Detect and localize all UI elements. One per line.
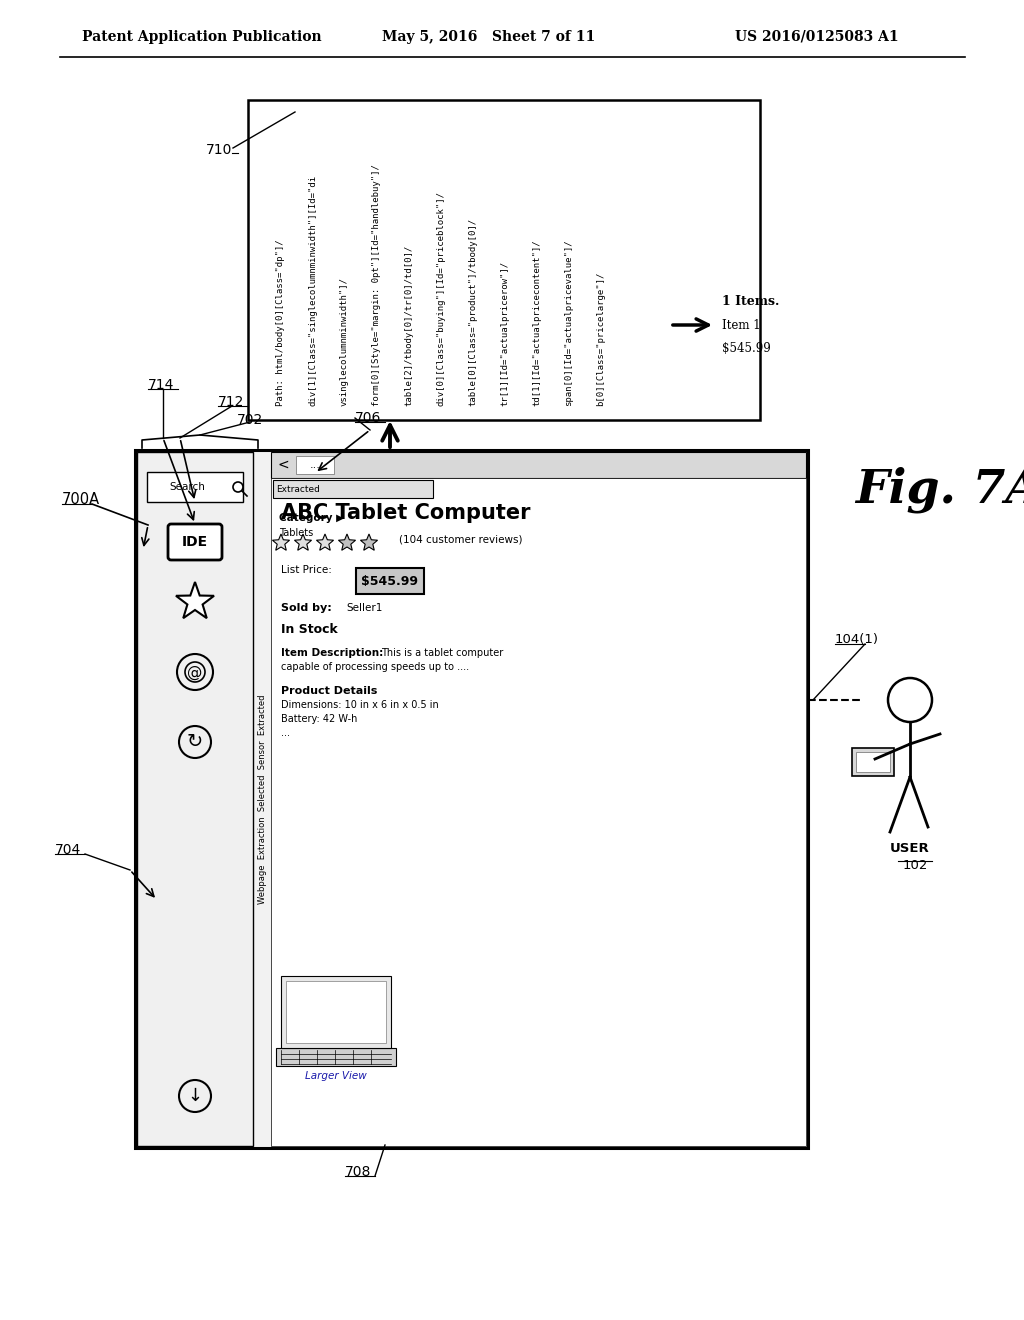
Text: Webpage  Extraction  Selected  Sensor  Extracted: Webpage Extraction Selected Sensor Extra…	[258, 694, 267, 904]
Bar	[271, 451, 806, 478]
Text: capable of processing speeds up to ....: capable of processing speeds up to ....	[281, 663, 469, 672]
Text: Battery: 42 W-h: Battery: 42 W-h	[281, 714, 357, 723]
Text: Fig. 7A: Fig. 7A	[855, 467, 1024, 513]
Text: Path: html/body[0][Class="dp"]/: Path: html/body[0][Class="dp"]/	[276, 239, 285, 407]
Text: $545.99: $545.99	[722, 342, 771, 355]
Text: Item Description:: Item Description:	[281, 648, 383, 657]
Text: IDE: IDE	[182, 535, 208, 549]
Text: 706: 706	[355, 411, 381, 425]
Polygon shape	[339, 535, 355, 550]
Text: div[0][Class="buying"][Id="priceblock"]/: div[0][Class="buying"][Id="priceblock"]/	[436, 191, 445, 407]
Text: Product Details: Product Details	[281, 686, 378, 696]
Text: Extracted: Extracted	[276, 484, 319, 494]
Text: Search: Search	[169, 482, 205, 492]
Text: Patent Application Publication: Patent Application Publication	[82, 30, 322, 44]
Text: Item 1: Item 1	[722, 319, 761, 333]
Text: 710: 710	[206, 143, 232, 157]
Text: ABC Tablet Computer: ABC Tablet Computer	[281, 503, 530, 523]
Bar	[856, 752, 890, 772]
Text: vsinglecolumnminwidth"]/: vsinglecolumnminwidth"]/	[340, 277, 349, 407]
Text: ↻: ↻	[186, 733, 203, 751]
Polygon shape	[272, 535, 290, 550]
Polygon shape	[316, 535, 334, 550]
Text: table[2]/tbody[0]/tr[0]/td[0]/: table[2]/tbody[0]/tr[0]/td[0]/	[404, 244, 413, 407]
Text: ↓: ↓	[187, 1086, 203, 1105]
Text: div[1][Class="singlecolumnminwidth"][Id="di: div[1][Class="singlecolumnminwidth"][Id=…	[308, 174, 317, 407]
Text: In Stock: In Stock	[281, 623, 338, 636]
Circle shape	[888, 678, 932, 722]
Bar	[276, 1048, 396, 1067]
Text: <: <	[278, 458, 289, 473]
Text: @: @	[187, 664, 203, 680]
Text: 102: 102	[902, 859, 928, 873]
Text: US 2016/0125083 A1: US 2016/0125083 A1	[735, 30, 899, 44]
Text: Seller1: Seller1	[346, 603, 382, 612]
Bar	[852, 748, 894, 776]
Text: b[0][Class="pricelarge"]/: b[0][Class="pricelarge"]/	[596, 272, 605, 407]
Text: ...: ...	[281, 729, 290, 738]
Polygon shape	[295, 535, 311, 550]
Text: span[0][Id="actualpricevalue"]/: span[0][Id="actualpricevalue"]/	[564, 239, 573, 407]
Text: USER: USER	[890, 842, 930, 855]
Text: Tablets: Tablets	[279, 528, 313, 539]
Bar	[296, 455, 334, 474]
Text: 700A: 700A	[62, 492, 100, 507]
Bar	[273, 480, 433, 498]
Text: Dimensions: 10 in x 6 in x 0.5 in: Dimensions: 10 in x 6 in x 0.5 in	[281, 700, 438, 710]
Bar	[248, 100, 760, 420]
Text: 104(1): 104(1)	[835, 634, 879, 647]
Bar	[356, 568, 424, 594]
Text: ...: ...	[309, 459, 321, 470]
Text: This is a tablet computer: This is a tablet computer	[381, 648, 503, 657]
Text: $545.99: $545.99	[361, 574, 419, 587]
Text: Category ▶: Category ▶	[279, 513, 344, 523]
Text: 704: 704	[55, 843, 81, 857]
Text: Sold by:: Sold by:	[281, 603, 332, 612]
Bar	[137, 451, 253, 1146]
Text: 714: 714	[148, 378, 174, 392]
Polygon shape	[360, 535, 378, 550]
Text: 702: 702	[237, 413, 263, 426]
Text: Larger View: Larger View	[305, 1071, 367, 1081]
Text: List Price:: List Price:	[281, 565, 332, 576]
Bar	[281, 975, 391, 1048]
Bar	[286, 981, 386, 1043]
Text: May 5, 2016   Sheet 7 of 11: May 5, 2016 Sheet 7 of 11	[382, 30, 595, 44]
Polygon shape	[176, 582, 214, 618]
Text: tr[1][Id="actualpricerow"]/: tr[1][Id="actualpricerow"]/	[500, 261, 509, 407]
Bar	[147, 473, 243, 502]
Text: form[0][Style="margin: 0pt"][Id="handlebuy"]/: form[0][Style="margin: 0pt"][Id="handleb…	[372, 164, 381, 407]
Bar	[271, 478, 806, 1146]
Text: 1 Items.: 1 Items.	[722, 294, 779, 308]
FancyBboxPatch shape	[168, 524, 222, 560]
Bar	[135, 450, 808, 1148]
Text: (104 customer reviews): (104 customer reviews)	[399, 535, 522, 544]
Text: td[1][Id="actualpricecontent"]/: td[1][Id="actualpricecontent"]/	[532, 239, 541, 407]
Text: 712: 712	[218, 395, 245, 409]
Text: 708: 708	[345, 1166, 372, 1179]
Text: table[0][Class="product"]/tbody[0]/: table[0][Class="product"]/tbody[0]/	[468, 218, 477, 407]
